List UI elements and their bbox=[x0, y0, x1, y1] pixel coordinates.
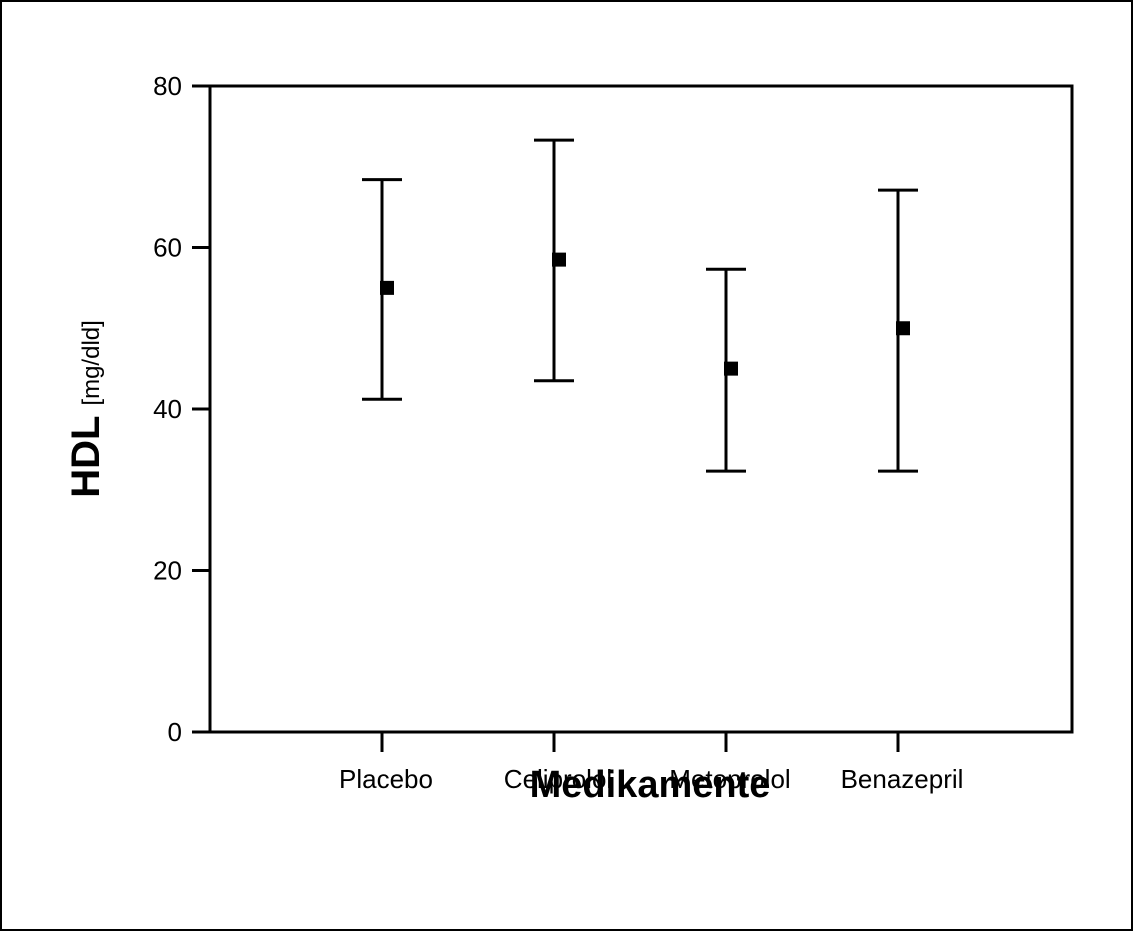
x-axis-label: Medikamente bbox=[530, 764, 771, 806]
x-tick-label: Metoprolol bbox=[669, 764, 790, 794]
y-tick-label: 20 bbox=[153, 556, 182, 586]
x-axis: Placebo Celiprolol Metoprolol Benazepril bbox=[339, 732, 963, 794]
x-tick-label: Placebo bbox=[339, 764, 433, 794]
x-tick-label: Benazepril bbox=[841, 764, 964, 794]
y-tick-label: 80 bbox=[153, 71, 182, 101]
mean-marker bbox=[552, 252, 566, 267]
y-axis: 0 20 40 60 80 bbox=[153, 71, 210, 747]
y-tick-label: 0 bbox=[168, 717, 182, 747]
x-tick-label: Celiprolol bbox=[504, 764, 612, 794]
y-tick-label: 40 bbox=[153, 394, 182, 424]
y-axis-label-unit: [mg/dld] bbox=[78, 320, 105, 405]
mean-marker bbox=[896, 321, 910, 336]
plot-area bbox=[208, 84, 1074, 734]
mean-marker bbox=[724, 361, 738, 376]
mean-marker bbox=[380, 280, 394, 295]
data-marks bbox=[362, 138, 918, 473]
y-axis-label: HDL [mg/dld] bbox=[64, 320, 108, 498]
y-axis-label-main: HDL bbox=[64, 416, 108, 498]
y-tick-label: 60 bbox=[153, 233, 182, 263]
